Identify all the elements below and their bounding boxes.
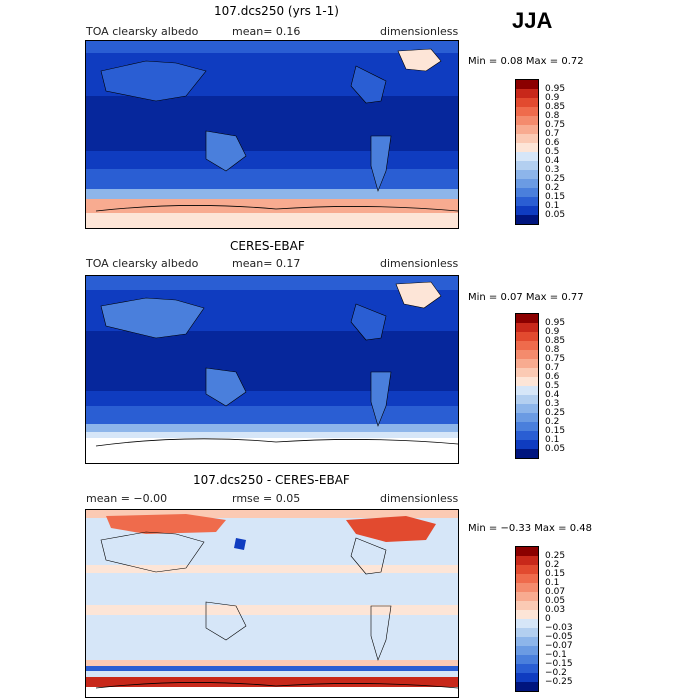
colorbar-tick: 0.6 xyxy=(545,138,560,148)
colorbar-tick: 0.25 xyxy=(545,408,566,418)
colorbar-tick: 0.75 xyxy=(545,120,566,130)
colorbar-tick: 0.75 xyxy=(545,354,566,364)
variable-label: TOA clearsky albedo xyxy=(86,25,199,38)
colorbar-tick: 0.1 xyxy=(545,201,560,211)
colorbar-tick: 0.9 xyxy=(545,327,560,337)
colorbar-tick: 0.05 xyxy=(545,596,566,606)
colorbar-tick: 0.8 xyxy=(545,345,560,355)
colorbar xyxy=(515,79,539,225)
map-difference xyxy=(85,509,459,698)
mean-label: mean= 0.16 xyxy=(232,25,301,38)
colorbar-tick: 0.05 xyxy=(545,444,566,454)
colorbar-tick: 0.4 xyxy=(545,156,560,166)
panel-title: 107.dcs250 (yrs 1-1) xyxy=(214,4,339,18)
map-observations xyxy=(85,275,459,464)
colorbar-tick: −0.05 xyxy=(545,632,573,642)
colorbar-tick: 0.25 xyxy=(545,174,566,184)
colorbar-tick: 0.95 xyxy=(545,318,566,328)
panel-title: CERES-EBAF xyxy=(230,239,305,253)
units-label: dimensionless xyxy=(380,257,459,270)
colorbar-tick: 0.95 xyxy=(545,84,566,94)
colorbar-tick: 0.3 xyxy=(545,399,560,409)
mean-label: mean = −0.00 xyxy=(86,492,168,505)
colorbar-tick: 0.05 xyxy=(545,210,566,220)
colorbar-tick: 0.9 xyxy=(545,93,560,103)
colorbar-tick: 0.25 xyxy=(545,551,566,561)
colorbar-tick: 0.8 xyxy=(545,111,560,121)
colorbar-tick: 0.4 xyxy=(545,390,560,400)
min-max-label: Min = 0.08 Max = 0.72 xyxy=(468,56,584,67)
colorbar-tick: 0.03 xyxy=(545,605,566,615)
colorbar-tick: 0.07 xyxy=(545,587,566,597)
colorbar-tick: 0.7 xyxy=(545,363,560,373)
colorbar-tick: 0.15 xyxy=(545,426,566,436)
colorbar-tick: 0.1 xyxy=(545,435,560,445)
colorbar-tick: 0 xyxy=(545,614,551,624)
units-label: dimensionless xyxy=(380,492,459,505)
colorbar-tick: −0.25 xyxy=(545,677,573,687)
colorbar-tick: −0.07 xyxy=(545,641,573,651)
colorbar xyxy=(515,546,539,692)
map-model xyxy=(85,40,459,229)
colorbar-tick: −0.15 xyxy=(545,659,573,669)
colorbar-tick: 0.7 xyxy=(545,129,560,139)
panel-title: 107.dcs250 - CERES-EBAF xyxy=(193,473,350,487)
colorbar xyxy=(515,313,539,459)
rmse-label: rmse = 0.05 xyxy=(232,492,301,505)
colorbar-tick: −0.1 xyxy=(545,650,567,660)
colorbar-tick: 0.85 xyxy=(545,102,566,112)
colorbar-tick: 0.1 xyxy=(545,578,560,588)
season-label: JJA xyxy=(512,8,553,33)
min-max-label: Min = 0.07 Max = 0.77 xyxy=(468,292,584,303)
min-max-label: Min = −0.33 Max = 0.48 xyxy=(468,523,592,534)
colorbar-tick: −0.03 xyxy=(545,623,573,633)
colorbar-tick: −0.2 xyxy=(545,668,567,678)
colorbar-tick: 0.3 xyxy=(545,165,560,175)
mean-label: mean= 0.17 xyxy=(232,257,301,270)
colorbar-tick: 0.85 xyxy=(545,336,566,346)
colorbar-tick: 0.15 xyxy=(545,569,566,579)
units-label: dimensionless xyxy=(380,25,459,38)
colorbar-tick: 0.5 xyxy=(545,381,560,391)
colorbar-tick: 0.6 xyxy=(545,372,560,382)
colorbar-tick: 0.2 xyxy=(545,560,560,570)
colorbar-tick: 0.15 xyxy=(545,192,566,202)
variable-label: TOA clearsky albedo xyxy=(86,257,199,270)
colorbar-tick: 0.2 xyxy=(545,183,560,193)
colorbar-tick: 0.5 xyxy=(545,147,560,157)
colorbar-tick: 0.2 xyxy=(545,417,560,427)
